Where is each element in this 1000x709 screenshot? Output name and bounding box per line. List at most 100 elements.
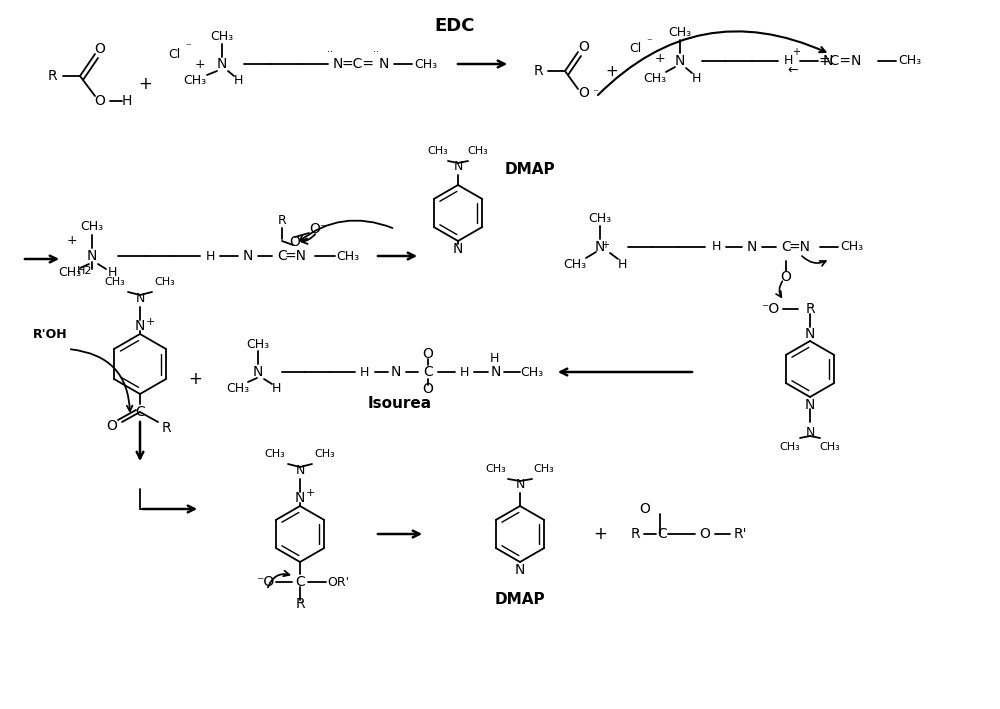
Text: C: C xyxy=(135,405,145,419)
Text: R'OH: R'OH xyxy=(33,328,67,340)
Text: CH₃: CH₃ xyxy=(840,240,864,254)
Text: +: + xyxy=(606,64,618,79)
Text: OR': OR' xyxy=(327,576,349,588)
Text: N: N xyxy=(295,491,305,505)
Text: CH₃: CH₃ xyxy=(588,213,612,225)
Text: C: C xyxy=(295,575,305,589)
Text: ⁻O: ⁻O xyxy=(256,575,274,589)
Text: CH₃: CH₃ xyxy=(58,267,82,279)
Text: CH₃: CH₃ xyxy=(534,464,554,474)
Text: H2: H2 xyxy=(77,266,93,276)
Text: H: H xyxy=(122,94,132,108)
Text: H: H xyxy=(359,366,369,379)
Text: CH₃: CH₃ xyxy=(210,30,234,43)
Text: R: R xyxy=(805,302,815,316)
Text: R: R xyxy=(533,64,543,78)
Text: ⁻: ⁻ xyxy=(185,42,191,52)
Text: H: H xyxy=(783,55,793,67)
Text: CH₃: CH₃ xyxy=(414,57,438,70)
Text: =N: =N xyxy=(788,240,810,254)
Text: ⁻: ⁻ xyxy=(592,88,598,98)
Text: N: N xyxy=(253,365,263,379)
Text: N: N xyxy=(675,54,685,68)
Text: +: + xyxy=(138,75,152,93)
Text: +: + xyxy=(145,317,155,327)
Text: R': R' xyxy=(733,527,747,541)
Text: CH₃: CH₃ xyxy=(898,55,922,67)
Text: N: N xyxy=(747,240,757,254)
Text: H: H xyxy=(617,257,627,271)
Text: CH₃: CH₃ xyxy=(315,449,335,459)
Text: Cl: Cl xyxy=(168,48,180,60)
Text: CH₃: CH₃ xyxy=(105,277,125,287)
Text: CH₃: CH₃ xyxy=(428,146,448,156)
Text: =C=: =C= xyxy=(342,57,374,71)
Text: H: H xyxy=(459,366,469,379)
Text: N: N xyxy=(805,398,815,412)
Text: ⁻O: ⁻O xyxy=(761,302,779,316)
Text: +: + xyxy=(188,370,202,388)
Text: N: N xyxy=(379,57,389,71)
Text: O: O xyxy=(95,94,105,108)
Text: C: C xyxy=(657,527,667,541)
Text: H: H xyxy=(107,267,117,279)
Text: CH₃: CH₃ xyxy=(820,442,840,452)
Text: H: H xyxy=(711,240,721,254)
Text: O: O xyxy=(579,40,589,54)
Text: O: O xyxy=(290,235,300,249)
Text: N: N xyxy=(491,365,501,379)
Text: +: + xyxy=(792,47,800,57)
Text: N: N xyxy=(295,464,305,477)
Text: CH₃: CH₃ xyxy=(246,337,270,350)
Text: R: R xyxy=(47,69,57,83)
Text: H: H xyxy=(233,74,243,87)
Text: CH₃: CH₃ xyxy=(336,250,360,262)
Text: CH₃: CH₃ xyxy=(80,220,104,233)
Text: +: + xyxy=(195,57,205,70)
Text: CH₃: CH₃ xyxy=(563,257,587,271)
Text: CH₃: CH₃ xyxy=(468,146,488,156)
Text: CH₃: CH₃ xyxy=(226,382,250,396)
Text: Cl: Cl xyxy=(629,43,641,55)
Text: N: N xyxy=(391,365,401,379)
Text: CH₃: CH₃ xyxy=(668,26,692,40)
Text: ←: ← xyxy=(788,64,798,77)
Text: DMAP: DMAP xyxy=(505,162,555,177)
Text: N: N xyxy=(453,160,463,174)
Text: C: C xyxy=(277,249,287,263)
Text: CH₃: CH₃ xyxy=(486,464,506,474)
Text: N: N xyxy=(243,249,253,263)
Text: O: O xyxy=(781,270,791,284)
Text: R: R xyxy=(161,421,171,435)
Text: C: C xyxy=(423,365,433,379)
Text: C: C xyxy=(781,240,791,254)
Text: N: N xyxy=(453,242,463,256)
Text: CH₃: CH₃ xyxy=(265,449,285,459)
Text: +: + xyxy=(305,488,315,498)
Text: +: + xyxy=(655,52,665,65)
Text: O: O xyxy=(95,42,105,56)
Text: CH₃: CH₃ xyxy=(520,366,544,379)
Text: N: N xyxy=(87,249,97,263)
Text: ⁻: ⁻ xyxy=(646,37,652,47)
Text: H: H xyxy=(489,352,499,366)
Text: +: + xyxy=(601,240,609,250)
Text: +: + xyxy=(67,235,77,247)
Text: +: + xyxy=(593,525,607,543)
Text: ··: ·· xyxy=(373,47,379,57)
Text: O: O xyxy=(700,527,710,541)
Text: N: N xyxy=(333,57,343,71)
Text: EDC: EDC xyxy=(435,17,475,35)
Text: N: N xyxy=(515,563,525,577)
Text: N: N xyxy=(805,327,815,341)
Text: O: O xyxy=(423,347,433,361)
Text: =C=N: =C=N xyxy=(818,54,862,68)
Text: Isourea: Isourea xyxy=(368,396,432,411)
Text: O: O xyxy=(640,502,650,516)
Text: O⁻: O⁻ xyxy=(309,222,327,236)
Text: R: R xyxy=(295,597,305,611)
Text: N: N xyxy=(135,293,145,306)
Text: O: O xyxy=(107,419,117,433)
Text: ··: ·· xyxy=(327,47,333,57)
Text: R: R xyxy=(278,215,286,228)
